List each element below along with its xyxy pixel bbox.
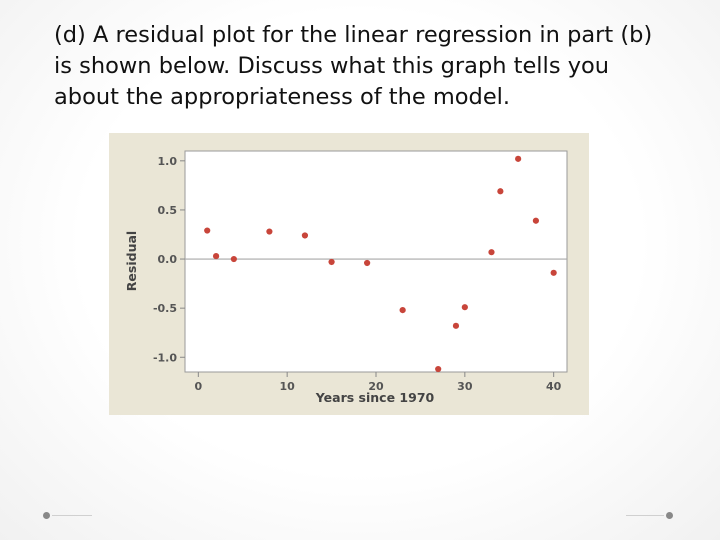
residual-point <box>399 307 406 314</box>
y-axis-title: Residual <box>124 231 139 291</box>
footer-bullet-left <box>43 512 50 519</box>
residual-point <box>301 232 309 239</box>
x-tick-label: 20 <box>368 380 384 393</box>
y-tick-label: -1.0 <box>153 351 177 364</box>
x-axis-title: Years since 1970 <box>315 390 435 405</box>
footer-bullet-right <box>666 512 673 519</box>
x-tick-label: 40 <box>546 380 562 393</box>
residual-point <box>364 259 371 267</box>
residual-point <box>550 269 557 276</box>
residual-points <box>204 155 557 373</box>
x-tick-label: 0 <box>194 380 202 393</box>
y-tick-label: 0.0 <box>158 253 178 266</box>
x-axis-ticks: 0 10 20 30 40 <box>194 372 562 393</box>
residual-point <box>515 155 522 162</box>
residual-point <box>212 252 220 260</box>
footer-rule-left <box>52 515 92 516</box>
x-tick-label: 10 <box>280 380 296 393</box>
y-axis-ticks: 1.0 0.5 0.0 -0.5 -1.0 <box>153 155 185 364</box>
residual-point <box>461 304 468 311</box>
question-prompt: (d) A residual plot for the linear regre… <box>54 22 653 110</box>
residual-point <box>204 227 211 234</box>
residual-point <box>230 255 237 263</box>
y-tick-label: 1.0 <box>158 155 178 168</box>
residual-point <box>532 217 540 224</box>
residual-point <box>497 188 504 195</box>
residual-point <box>435 365 442 373</box>
residual-point <box>488 249 495 256</box>
residual-point <box>452 322 460 329</box>
footer-rule-right <box>626 515 664 516</box>
residual-plot-figure: 1.0 0.5 0.0 -0.5 -1.0 0 10 20 30 40 Residual Yea… <box>109 133 589 415</box>
residual-plot-svg: 1.0 0.5 0.0 -0.5 -1.0 0 10 20 30 40 Residual Yea… <box>124 150 568 405</box>
y-tick-label: -0.5 <box>153 302 177 315</box>
y-tick-label: 0.5 <box>158 204 178 217</box>
residual-point <box>266 228 273 235</box>
plot-area <box>184 150 568 373</box>
x-tick-label: 30 <box>457 380 473 393</box>
residual-point <box>328 258 335 266</box>
